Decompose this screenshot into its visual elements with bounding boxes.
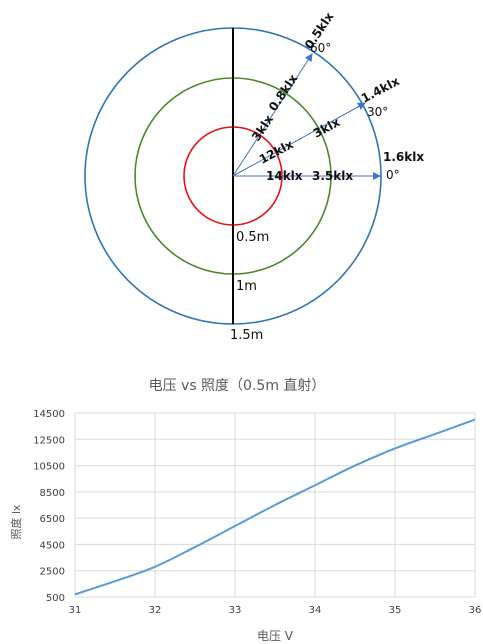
- y-tick-label: 500: [46, 593, 65, 604]
- x-tick-label: 33: [229, 605, 242, 616]
- distance-label-1.5m: 1.5m: [230, 328, 263, 343]
- x-axis-ticks: 31 32 33 34 35 36: [69, 605, 482, 616]
- distance-label-1m: 1m: [236, 279, 257, 294]
- illuminance-60deg-0.5m: 3klx: [249, 112, 277, 143]
- voltage-illuminance-chart: 电压 vs 照度（0.5m 直射） 500 2500 4500 6500 8500 105…: [9, 377, 482, 643]
- illuminance-60deg-1m: 0.8klx: [266, 72, 301, 114]
- x-tick-label: 35: [389, 605, 402, 616]
- chart-title: 电压 vs 照度（0.5m 直射）: [149, 377, 326, 394]
- y-tick-label: 6500: [40, 514, 65, 525]
- x-tick-label: 36: [469, 605, 482, 616]
- distance-label-0.5m: 0.5m: [236, 230, 269, 245]
- x-tick-label: 32: [149, 605, 162, 616]
- illuminance-30deg-1m: 3klx: [311, 115, 343, 141]
- y-axis-label: 照度 lx: [9, 504, 23, 540]
- chart-gridlines: [74, 412, 476, 598]
- arrow-30deg: [232, 102, 366, 177]
- y-axis-ticks: 500 2500 4500 6500 8500 10500 12500 14500: [33, 409, 65, 604]
- arrow-60deg: [232, 53, 313, 177]
- y-tick-label: 8500: [40, 488, 65, 499]
- y-tick-label: 2500: [40, 567, 65, 578]
- x-axis-label: 电压 V: [257, 629, 294, 643]
- angle-label-60deg: 60°: [310, 41, 331, 55]
- illuminance-30deg-0.5m: 12klx: [257, 137, 296, 167]
- x-tick-label: 31: [69, 605, 82, 616]
- y-tick-label: 12500: [33, 435, 65, 446]
- illuminance-0deg-1.5m: 1.6klx: [383, 150, 424, 164]
- series-line: [74, 418, 476, 596]
- y-tick-label: 14500: [33, 409, 65, 420]
- angle-label-30deg: 30°: [367, 105, 388, 119]
- x-tick-label: 34: [309, 605, 322, 616]
- y-tick-label: 10500: [33, 462, 65, 473]
- illuminance-0deg-0.5m: 14klx: [266, 169, 303, 183]
- illuminance-distribution-diagram: 0.5m 1m 1.5m 0° 30° 60° 14klx 3.5klx 1.6…: [84, 10, 424, 343]
- y-tick-label: 4500: [40, 540, 65, 551]
- angle-label-0deg: 0°: [386, 168, 400, 182]
- illuminance-30deg-1.5m: 1.4klx: [359, 74, 402, 106]
- illuminance-0deg-1m: 3.5klx: [312, 169, 353, 183]
